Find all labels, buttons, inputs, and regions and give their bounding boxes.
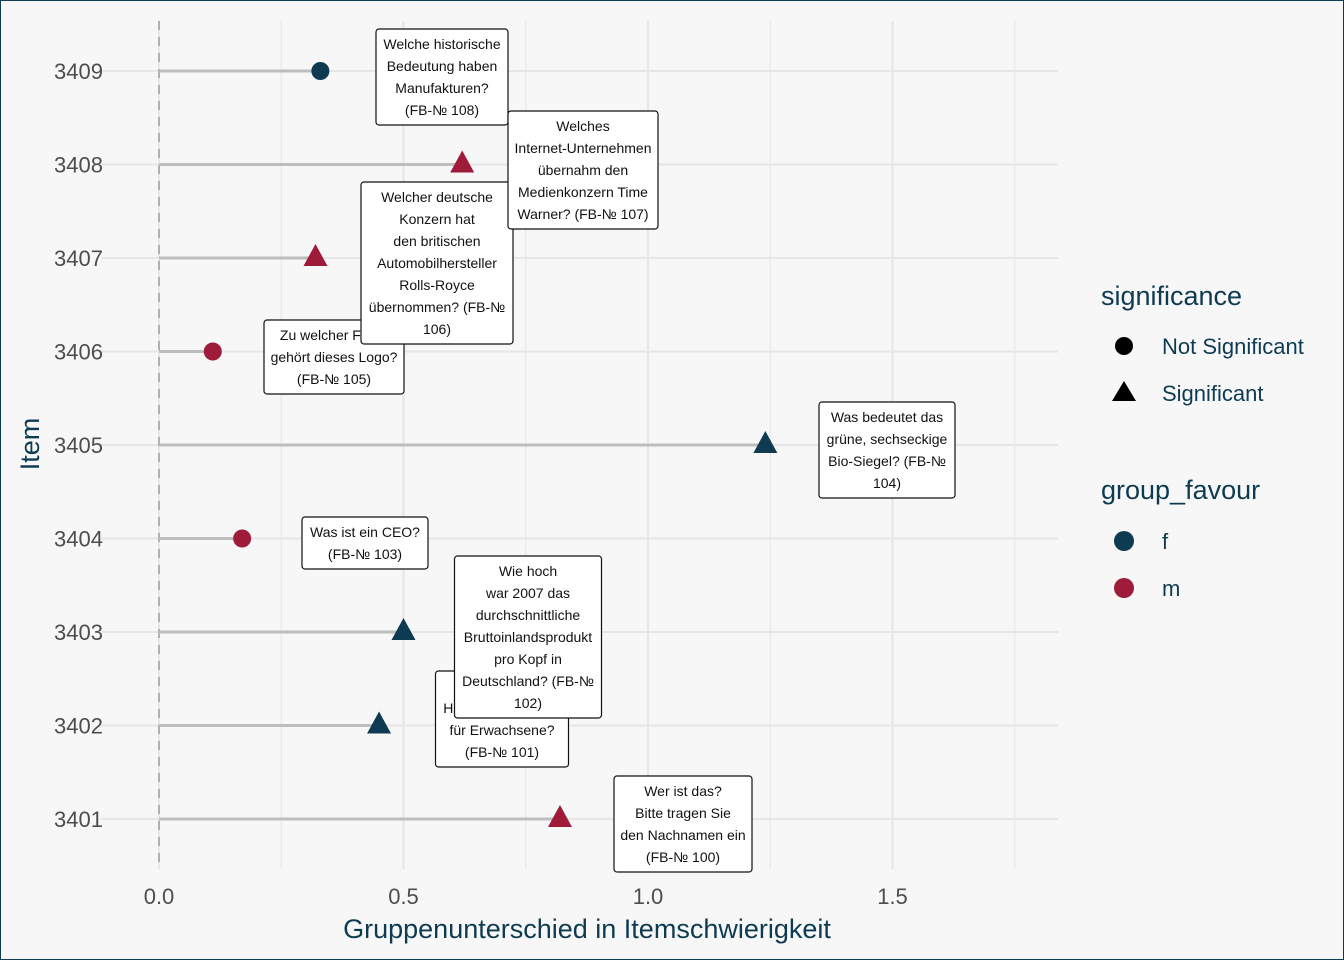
annotation-text-3402: (FB-№ 101): [465, 744, 539, 760]
legend-key-triangle: [1112, 381, 1136, 401]
annotation-text-3409: (FB-№ 108): [405, 102, 479, 118]
legend-label-f: f: [1162, 529, 1169, 554]
x-tick-label: 1.0: [633, 884, 664, 909]
legend-title-significance: significance: [1101, 281, 1242, 311]
annotation-text-3401: den Nachnamen ein: [620, 827, 745, 843]
annotation-text-3405: Bio-Siegel? (FB-№: [828, 453, 946, 469]
annotation-3408: Welches Internet-Unternehmen übernahm den M…: [507, 110, 659, 230]
annotation-text-3402: für Erwachsene?: [449, 722, 554, 738]
annotation-text-3405: Was bedeutet das: [831, 409, 943, 425]
y-tick-label: 3409: [54, 59, 103, 84]
annotation-3405: Was bedeutet das grüne, sechseckige Bio-Si…: [818, 401, 956, 499]
legend: significance Not Significant Significant…: [1101, 281, 1304, 601]
annotation-3401: Wer ist das? Bitte tragen Sie den Nachname…: [613, 775, 753, 873]
annotation-box-3408: [507, 110, 659, 230]
annotation-text-3403: durchschnittliche: [476, 607, 580, 623]
annotation-text-3408: Warner? (FB-№ 107): [517, 206, 648, 222]
annotation-text-3407: 106): [423, 321, 451, 337]
x-tick-label: 0.0: [144, 884, 175, 909]
annotation-3409: Welche historische Bedeutung haben Manufak…: [375, 28, 509, 126]
point-3405-triangle: [753, 431, 778, 453]
axes: 0.0 0.5 1.0 1.5 3401 3402 3403 3404 3405 3406 3407…: [54, 59, 908, 909]
annotation-text-3409: Manufakturen?: [395, 80, 489, 96]
y-tick-label: 3403: [54, 620, 103, 645]
annotation-text-3408: übernahm den: [538, 162, 628, 178]
y-tick-label: 3404: [54, 527, 103, 552]
legend-key-f: [1114, 531, 1134, 551]
segments: [159, 69, 766, 821]
y-tick-label: 3408: [54, 153, 103, 178]
point-3407-triangle: [303, 244, 328, 266]
annotation-text-3404: Was ist ein CEO?: [310, 524, 420, 540]
annotation-text-3407: übernommen? (FB-№: [369, 299, 505, 315]
annotation-3404: Was ist ein CEO? (FB-№ 103): [301, 516, 429, 570]
point-3401-triangle: [547, 805, 572, 827]
legend-key-m: [1114, 578, 1134, 598]
y-tick-label: 3407: [54, 246, 103, 271]
annotation-box-3407: [360, 181, 514, 345]
legend-title-group-favour: group_favour: [1101, 475, 1260, 505]
annotation-box-3403: [453, 555, 603, 719]
annotation-text-3403: Wie hoch: [499, 563, 557, 579]
annotation-text-3405: grüne, sechseckige: [827, 431, 948, 447]
annotation-text-3401: (FB-№ 100): [646, 849, 720, 865]
annotation-text-3407: Konzern hat: [399, 211, 475, 227]
annotation-3407: Welcher deutsche Konzern hat den britische…: [360, 181, 514, 345]
annotation-box-3404: [301, 516, 429, 570]
annotation-text-3404: (FB-№ 103): [328, 546, 402, 562]
annotation-text-3403: war 2007 das: [485, 585, 570, 601]
annotation-text-3405: 104): [873, 475, 901, 491]
annotation-text-3403: Bruttoinlandsprodukt: [464, 629, 593, 645]
point-3402-triangle: [367, 711, 392, 734]
annotation-text-3401: Bitte tragen Sie: [635, 805, 731, 821]
x-axis-title: Gruppenunterschied in Itemschwierigkeit: [343, 914, 831, 944]
points: [203, 62, 778, 827]
annotation-text-3406: (FB-№ 105): [297, 371, 371, 387]
annotation-text-3406: gehört dieses Logo?: [271, 349, 398, 365]
y-tick-label: 3405: [54, 433, 103, 458]
y-axis-title: Item: [15, 418, 45, 471]
annotation-3403: Wie hoch war 2007 das durchschnittliche Bru…: [453, 555, 603, 719]
point-3406-circle: [203, 342, 222, 361]
annotation-text-3408: Medienkonzern Time: [518, 184, 648, 200]
annotation-text-3407: den britischen: [393, 233, 480, 249]
point-3408-triangle: [450, 150, 475, 173]
legend-label-significant: Significant: [1162, 381, 1264, 406]
annotation-text-3403: 102): [514, 695, 542, 711]
annotation-text-3408: Welches: [556, 118, 609, 134]
legend-label-not-significant: Not Significant: [1162, 334, 1304, 359]
annotation-text-3401: Wer ist das?: [644, 783, 722, 799]
annotation-text-3403: pro Kopf in: [494, 651, 562, 667]
x-tick-label: 0.5: [388, 884, 419, 909]
x-tick-label: 1.5: [877, 884, 908, 909]
point-3409-circle: [311, 62, 330, 80]
annotation-labels: Welche historische Bedeutung haben Manufak…: [263, 28, 956, 873]
annotation-box-3409: [375, 28, 509, 126]
annotation-box-3405: [818, 401, 956, 499]
annotation-text-3408: Internet-Unternehmen: [515, 140, 652, 156]
annotation-text-3407: Rolls-Royce: [399, 277, 475, 293]
annotation-box-3401: [613, 775, 753, 873]
point-3403-triangle: [391, 618, 416, 640]
annotation-text-3403: Deutschland? (FB-№: [462, 673, 594, 689]
annotation-text-3409: Welche historische: [383, 36, 500, 52]
y-tick-label: 3402: [54, 714, 103, 739]
annotation-text-3407: Automobilhersteller: [377, 255, 497, 271]
y-tick-label: 3401: [54, 807, 103, 832]
legend-key-circle: [1115, 337, 1133, 355]
y-tick-label: 3406: [54, 340, 103, 365]
legend-label-m: m: [1162, 576, 1180, 601]
annotation-text-3407: Welcher deutsche: [381, 189, 493, 205]
point-3404-circle: [233, 529, 252, 548]
annotation-text-3409: Bedeutung haben: [387, 58, 498, 74]
